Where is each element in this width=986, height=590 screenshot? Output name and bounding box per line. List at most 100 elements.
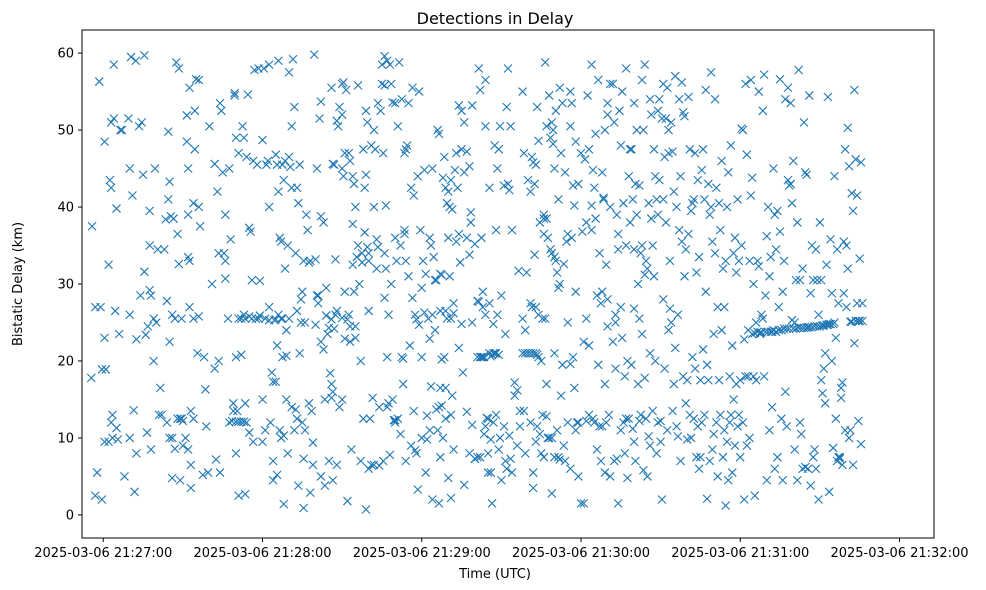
data-point-1014 <box>783 175 793 185</box>
data-point-459 <box>435 452 445 462</box>
data-point-961 <box>749 279 758 289</box>
data-point-736 <box>605 472 615 481</box>
data-point-1121 <box>855 254 865 263</box>
data-point-651 <box>551 256 561 266</box>
data-point-747 <box>613 498 623 508</box>
data-point-116 <box>199 352 209 362</box>
data-point-158 <box>239 133 249 143</box>
data-point-1060 <box>814 495 823 504</box>
data-point-686 <box>573 179 583 189</box>
data-point-465 <box>439 152 449 162</box>
data-point-1057 <box>812 275 822 285</box>
data-point-995 <box>771 244 781 254</box>
data-point-482 <box>447 204 457 214</box>
data-point-1082 <box>828 443 838 453</box>
data-point-555 <box>492 164 502 173</box>
data-point-633 <box>542 411 551 421</box>
data-point-88 <box>177 414 186 424</box>
data-point-612 <box>532 102 542 112</box>
data-point-348 <box>364 256 374 266</box>
data-point-927 <box>726 141 736 150</box>
data-point-945 <box>738 125 748 135</box>
data-point-697 <box>581 416 591 426</box>
data-point-467 <box>441 183 451 193</box>
data-point-725 <box>600 379 610 389</box>
data-point-572 <box>504 185 514 195</box>
data-point-211 <box>276 237 286 247</box>
data-point-337 <box>357 248 367 258</box>
data-point-274 <box>316 337 326 347</box>
data-point-898 <box>706 202 716 212</box>
data-point-113 <box>194 311 204 321</box>
data-point-741 <box>611 310 620 320</box>
data-point-979 <box>761 291 770 300</box>
data-point-190 <box>264 60 274 70</box>
data-point-239 <box>292 183 302 193</box>
data-point-155 <box>236 350 246 360</box>
data-point-829 <box>661 218 671 227</box>
data-point-1119 <box>853 316 863 326</box>
data-point-230 <box>285 162 295 172</box>
data-point-522 <box>475 352 485 362</box>
data-point-680 <box>569 201 579 210</box>
data-point-874 <box>690 364 700 374</box>
data-point-711 <box>592 291 602 300</box>
data-point-520 <box>474 297 484 307</box>
data-point-95 <box>183 210 193 220</box>
data-point-3 <box>90 491 100 501</box>
data-point-1117 <box>852 191 862 200</box>
data-point-433 <box>421 269 431 279</box>
data-point-641 <box>547 248 557 258</box>
data-point-935 <box>731 268 741 277</box>
data-point-814 <box>653 106 663 116</box>
data-point-472 <box>442 314 452 324</box>
data-point-464 <box>438 433 448 443</box>
data-point-374 <box>381 201 391 210</box>
data-point-538 <box>483 468 493 477</box>
data-point-454 <box>434 402 444 412</box>
data-point-267 <box>312 291 322 300</box>
data-point-609 <box>531 302 541 312</box>
data-point-981 <box>762 231 772 241</box>
data-point-811 <box>650 356 660 366</box>
data-point-131 <box>218 168 228 177</box>
data-point-1021 <box>788 156 798 166</box>
data-point-218 <box>279 431 289 441</box>
data-point-42 <box>134 121 144 131</box>
data-point-452 <box>433 425 443 435</box>
data-point-483 <box>447 391 457 400</box>
data-point-985 <box>765 271 774 281</box>
data-point-439 <box>425 334 435 344</box>
data-point-699 <box>584 144 594 154</box>
data-point-24 <box>112 204 121 213</box>
data-point-965 <box>751 318 761 327</box>
data-point-1055 <box>811 244 821 254</box>
data-point-880 <box>694 464 704 474</box>
data-point-468 <box>441 306 451 316</box>
data-point-498 <box>458 368 468 377</box>
data-point-170 <box>246 227 255 237</box>
data-point-852 <box>676 456 685 466</box>
data-point-112 <box>194 202 204 212</box>
data-point-787 <box>637 75 647 85</box>
data-point-1039 <box>800 168 810 177</box>
data-point-928 <box>726 410 736 420</box>
data-point-263 <box>308 460 318 470</box>
data-point-897 <box>706 67 716 77</box>
data-point-219 <box>279 499 289 509</box>
data-point-689 <box>576 148 586 158</box>
data-point-594 <box>523 175 533 185</box>
x-axis-label: Time (UTC) <box>458 567 531 582</box>
data-point-1064 <box>816 375 826 385</box>
data-point-128 <box>215 98 225 108</box>
data-point-645 <box>548 139 558 149</box>
data-point-266 <box>311 320 320 330</box>
data-point-1019 <box>787 198 797 208</box>
data-point-698 <box>583 91 593 100</box>
data-point-549 <box>489 418 498 427</box>
data-point-848 <box>673 432 683 441</box>
data-point-503 <box>462 233 472 243</box>
data-point-624 <box>539 210 549 220</box>
data-point-581 <box>512 441 522 451</box>
data-point-59 <box>151 318 161 327</box>
